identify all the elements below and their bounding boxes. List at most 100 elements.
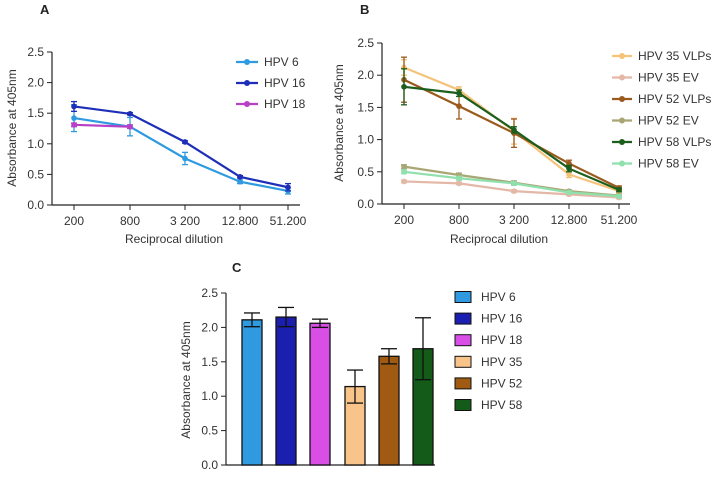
panel-a-legend-marker [244,80,250,86]
panel-a-legend-label: HPV 18 [264,97,306,111]
panel-b-legend-label: HPV 35 EV [638,71,699,85]
panel-b-legend-label: HPV 35 VLPs [638,49,711,63]
panel-b-legend-label: HPV 58 EV [638,157,699,171]
panel-a-y-tick-label: 2.0 [27,76,44,90]
panel-a-data-point [182,155,188,162]
panel-b-data-point [511,127,517,133]
panel-b-data-point [566,171,572,178]
panel-c-y-axis-title: Absorbance at 405nm [179,321,193,438]
panel-b-data-point [401,83,407,90]
panel-b-legend-marker [619,96,625,102]
plot-layer: 0.0 0.5 1.0 1.5 2.0 2.5 200 800 3 200 12.800 51.20… [27,36,711,472]
panel-c-y-tick-label: 0.0 [201,458,218,472]
panel-a-data-point [127,111,133,117]
panel-a-x-tick-label: 12.800 [222,214,259,228]
panel-a-series-line [73,123,131,128]
panel-a-x-axis-title: Reciprocal dilution [125,232,223,246]
panel-a-x-tick-label: 200 [64,214,84,228]
panel-b-legend-marker [619,53,625,59]
panel-b-y-axis-title: Absorbance at 405nm [332,64,346,181]
panel-c-legend-swatch [454,355,472,368]
panel-b-x-tick-label: 200 [394,213,414,227]
panel-c-bar [241,319,263,466]
panel-a-series-line [73,105,289,189]
panel-b-data-point [566,189,572,196]
panel-a-x-tick-label: 3 200 [170,214,200,228]
panel-c-legend-label: HPV 16 [481,312,523,326]
panel-b-x-axis-title: Reciprocal dilution [450,232,548,246]
panel-a-data-point [182,139,188,145]
panel-b-y-tick-label: 1.0 [357,133,374,147]
panel-b-legend-marker [619,117,625,124]
panel-b-legend-marker [619,160,625,167]
panel-b-data-point [401,169,407,175]
panel-b-x-tick-label: 800 [449,213,469,227]
panel-a-y-tick-label: 2.5 [27,45,44,59]
panel-b-data-point [456,180,462,187]
panel-c-y-tick-label: 1.5 [201,355,218,369]
panel-b-y-tick-label: 1.5 [357,100,374,114]
panel-b-data-point [616,187,622,193]
panel-b-y-tick-label: 0.5 [357,165,374,179]
panel-letter-a: A [40,2,50,17]
panel-a-y-axis-title: Absorbance at 405nm [5,69,19,186]
panel-c-legend-swatch [454,312,472,325]
panel-a-x-tick-label: 800 [120,214,140,228]
panel-a-legend-marker [244,101,250,107]
panel-b-x-tick-label: 51.200 [601,213,638,227]
panel-c-legend-label: HPV 18 [481,333,523,347]
panel-a-data-point [127,123,133,130]
panel-b-data-point [566,165,572,172]
panel-b-x-tick-label: 12.800 [551,213,588,227]
panel-c-legend-label: HPV 35 [481,355,523,369]
panel-c-legend-swatch [454,334,472,347]
panel-b-data-point [401,163,407,170]
panel-a-y-tick-label: 0.5 [27,167,44,181]
panel-a-data-point [237,178,243,185]
panel-letter-c: C [232,260,242,275]
panel-a-x-tick-label: 51.200 [270,214,307,228]
panel-b-legend-label: HPV 52 VLPs [638,92,711,106]
panel-b-y-tick-label: 0.0 [357,197,374,211]
panel-c-y-tick-label: 2.0 [201,320,218,334]
panel-c-bar [309,322,331,466]
panel-a-data-point [285,184,291,191]
panel-a-y-tick-label: 1.0 [27,137,44,151]
panel-c-legend-swatch [454,377,472,390]
panel-c-bar [275,316,297,466]
panel-c-legend-label: HPV 6 [481,290,516,304]
panel-a-y-tick-label: 0.0 [27,198,44,212]
panel-a-y-tick-label: 1.5 [27,106,44,120]
panel-b-data-point [456,175,462,182]
panel-b-legend-marker [619,139,625,145]
panel-c-legend-label: HPV 52 [481,376,523,390]
panel-b-legend-label: HPV 58 VLPs [638,135,711,149]
panel-c-bar [378,355,400,466]
panel-a-data-point [71,115,77,121]
panel-c-legend-swatch [454,291,472,303]
panel-a-legend-label: HPV 6 [264,55,299,69]
panel-b-y-tick-label: 2.5 [357,36,374,50]
panel-b-data-point [401,178,407,185]
panel-b-legend-marker [619,74,625,81]
panel-a-data-point [71,103,77,110]
panel-b-x-tick-label: 3 200 [499,213,529,227]
panel-b-data-point [456,90,462,97]
panel-a-legend-label: HPV 16 [264,76,306,90]
panel-b-legend-label: HPV 52 EV [638,114,699,128]
panel-b-data-point [456,103,462,109]
panel-b-y-tick-label: 2.0 [357,68,374,82]
panel-a-legend-marker [244,59,250,65]
panel-c-legend-swatch [454,399,472,411]
panel-a-data-point [71,122,77,128]
panel-letter-b: B [360,2,369,17]
panel-b-series-line [403,85,620,191]
panel-a-data-point [237,174,243,180]
panel-b-data-point [616,193,622,200]
panel-b-data-point [511,188,517,194]
panel-c-y-tick-label: 1.0 [201,389,218,403]
panel-c-legend-label: HPV 58 [481,398,523,412]
panel-b-data-point [511,180,517,187]
panel-c-y-tick-label: 0.5 [201,424,218,438]
